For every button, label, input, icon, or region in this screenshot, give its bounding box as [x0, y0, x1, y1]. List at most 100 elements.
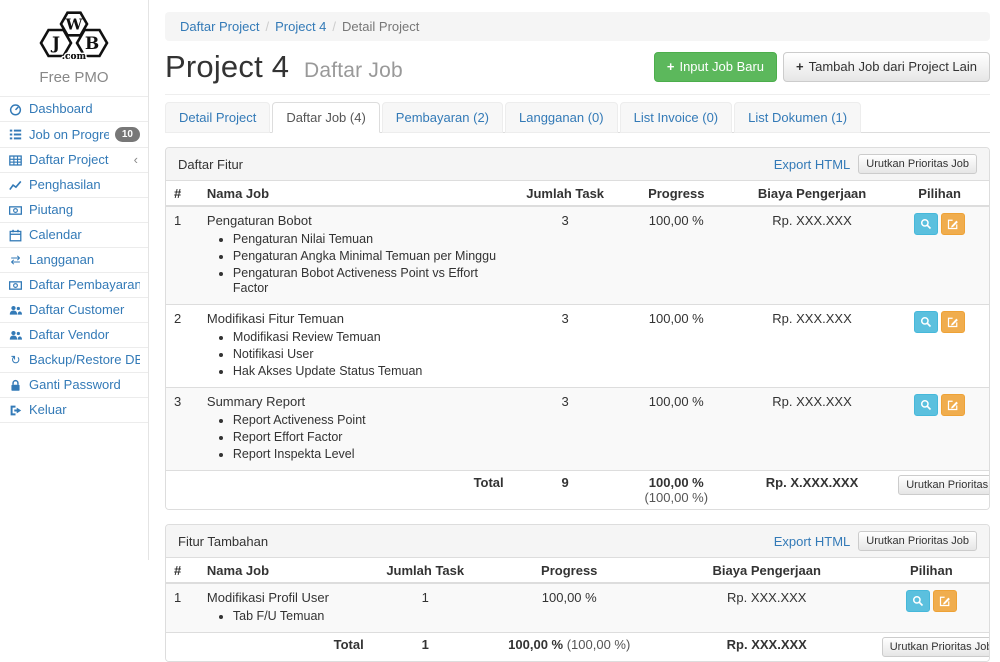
job-name: Pengaturan Bobot	[206, 213, 312, 228]
edit-icon	[948, 317, 958, 328]
total-progress: 100,00 % (100,00 %)	[619, 471, 734, 510]
main-content: Daftar Project / Project 4 / Detail Project …	[165, 0, 990, 662]
job-subtask: Report Activeness Point	[233, 412, 504, 429]
col-biaya: Biaya Pengerjaan	[659, 558, 874, 584]
sidebar-item-calendar[interactable]: Calendar	[0, 223, 148, 248]
panel-tools: Export HTML Urutkan Prioritas Job	[774, 531, 977, 551]
tab-detail-project[interactable]: Detail Project	[165, 102, 271, 133]
page-header: Project 4 Daftar Job + Input Job Baru + …	[165, 49, 990, 95]
total-cost: Rp. X.XXX.XXX	[765, 475, 859, 490]
breadcrumb-separator: /	[265, 19, 270, 34]
view-job-button[interactable]	[914, 311, 939, 333]
edit-job-button[interactable]	[941, 311, 966, 333]
job-cell: Modifikasi Profil User Tab F/U Temuan	[199, 583, 372, 633]
job-cell: Summary Report Report Activeness Point R…	[199, 388, 512, 471]
sidebar-item-daftar-customer[interactable]: Daftar Customer	[0, 298, 148, 323]
edit-job-button[interactable]	[932, 590, 957, 612]
job-name: Modifikasi Profil User	[206, 590, 329, 605]
panel-title: Fitur Tambahan	[178, 533, 269, 549]
sidebar-item-label: Job on Progress	[29, 127, 109, 142]
view-job-button[interactable]	[914, 394, 939, 416]
sidebar-item-label: Daftar Project	[29, 153, 109, 167]
sidebar-item-label: Ganti Password	[29, 378, 121, 392]
panel-heading: Fitur Tambahan Export HTML Urutkan Prior…	[166, 525, 989, 558]
sidebar-nav: Dashboard Job on Progress 10 Daftar Proj…	[0, 96, 148, 423]
tab-langganan[interactable]: Langganan (0)	[505, 102, 618, 133]
table-row: 3 Summary Report Report Activeness Point…	[166, 387, 989, 471]
progress-count-badge: 10	[114, 127, 140, 142]
breadcrumb-link-project-4[interactable]: Project 4	[275, 19, 327, 34]
row-num: 3	[174, 394, 182, 409]
project-tabs: Detail Project Daftar Job (4) Pembayaran…	[165, 102, 990, 133]
fitur-tambahan-table: # Nama Job Jumlah Task Progress Biaya Pe…	[166, 558, 989, 661]
page-subtitle: Daftar Job	[303, 59, 403, 82]
sidebar-item-penghasilan[interactable]: Penghasilan	[0, 173, 148, 198]
col-num: #	[166, 181, 199, 207]
breadcrumb-link-daftar-project[interactable]: Daftar Project	[180, 19, 260, 34]
col-pilihan: Pilihan	[890, 181, 989, 207]
sidebar-item-piutang[interactable]: Piutang	[0, 198, 148, 223]
page-title: Project 4 Daftar Job	[165, 49, 403, 85]
col-progress: Progress	[478, 558, 660, 584]
col-biaya: Biaya Pengerjaan	[733, 181, 891, 207]
col-num: #	[166, 558, 199, 584]
job-subtask: Pengaturan Angka Minimal Temuan per Ming…	[233, 248, 504, 265]
breadcrumb-separator: /	[332, 19, 337, 34]
sidebar-item-ganti-password[interactable]: Ganti Password	[0, 373, 148, 398]
dashboard-icon	[8, 103, 23, 116]
job-subtask: Tab F/U Temuan	[233, 608, 364, 625]
button-label: Tambah Job dari Project Lain	[808, 59, 977, 74]
button-label: Input Job Baru	[679, 59, 765, 74]
progress-value: 100,00 %	[648, 311, 704, 326]
sidebar-item-keluar[interactable]: Keluar	[0, 398, 148, 423]
view-job-button[interactable]	[905, 590, 930, 612]
edit-icon	[948, 219, 958, 230]
biaya-value: Rp. XXX.XXX	[772, 213, 852, 228]
tab-daftar-job[interactable]: Daftar Job (4)	[272, 102, 380, 133]
sidebar-item-daftar-pembayaran[interactable]: Daftar Pembayaran	[0, 273, 148, 298]
sidebar-item-langganan[interactable]: ⇄ Langganan	[0, 248, 148, 273]
total-progress-bold: 100,00 %	[508, 637, 564, 652]
sidebar-item-daftar-vendor[interactable]: Daftar Vendor	[0, 323, 148, 348]
row-actions	[905, 590, 957, 612]
progress-value: 100,00 %	[648, 394, 704, 409]
plus-icon: +	[666, 59, 675, 74]
job-subtask: Report Effort Factor	[233, 429, 504, 446]
urutkan-prioritas-job-button[interactable]: Urutkan Prioritas Job	[858, 531, 977, 551]
sidebar-item-label: Daftar Vendor	[29, 328, 110, 342]
panel-daftar-fitur: Daftar Fitur Export HTML Urutkan Priorit…	[165, 147, 990, 510]
urutkan-prioritas-job-button[interactable]: Urutkan Prioritas Job	[898, 475, 989, 495]
progress-value: 100,00 %	[541, 590, 597, 605]
sidebar-item-job-on-progress[interactable]: Job on Progress 10	[0, 122, 148, 148]
edit-job-button[interactable]	[941, 213, 966, 235]
job-subtask: Pengaturan Bobot Activeness Point vs Eff…	[233, 265, 504, 297]
sidebar-item-dashboard[interactable]: Dashboard	[0, 97, 148, 122]
edit-job-button[interactable]	[941, 394, 966, 416]
tambah-job-dari-project-lain-button[interactable]: + Tambah Job dari Project Lain	[783, 52, 990, 82]
table-row: 2 Modifikasi Fitur Temuan Modifikasi Rev…	[166, 304, 989, 388]
table-row: 1 Modifikasi Profil User Tab F/U Temuan …	[166, 583, 989, 633]
job-subtask: Notifikasi User	[233, 346, 504, 363]
search-icon	[921, 218, 932, 230]
job-subtask: Report Inspekta Level	[233, 446, 504, 463]
sidebar-item-daftar-project[interactable]: Daftar Project ‹	[0, 148, 148, 173]
users-icon	[8, 304, 23, 317]
input-job-baru-button[interactable]: + Input Job Baru	[653, 52, 778, 82]
col-progress: Progress	[618, 181, 734, 207]
export-html-link[interactable]: Export HTML	[773, 533, 851, 549]
sidebar-item-backup-restore-db[interactable]: ↻ Backup/Restore DB	[0, 348, 148, 373]
urutkan-prioritas-job-button[interactable]: Urutkan Prioritas Job	[858, 154, 977, 174]
tab-pembayaran[interactable]: Pembayaran (2)	[381, 102, 504, 133]
view-job-button[interactable]	[914, 213, 939, 235]
urutkan-prioritas-job-button[interactable]: Urutkan Prioritas Job	[881, 637, 989, 657]
export-html-link[interactable]: Export HTML	[773, 156, 851, 172]
tab-list-dokumen[interactable]: List Dokumen (1)	[734, 102, 862, 133]
tab-list-invoice[interactable]: List Invoice (0)	[619, 102, 733, 133]
total-label: Total	[333, 637, 364, 652]
panel-heading: Daftar Fitur Export HTML Urutkan Priorit…	[166, 148, 989, 181]
project-title-text: Project 4	[165, 49, 290, 84]
jumlah-task-value: 3	[561, 394, 569, 409]
total-tasks: 1	[421, 637, 429, 652]
job-subtasks: Tab F/U Temuan	[207, 608, 364, 625]
jwb-logo: W J B .com .com	[0, 0, 148, 65]
